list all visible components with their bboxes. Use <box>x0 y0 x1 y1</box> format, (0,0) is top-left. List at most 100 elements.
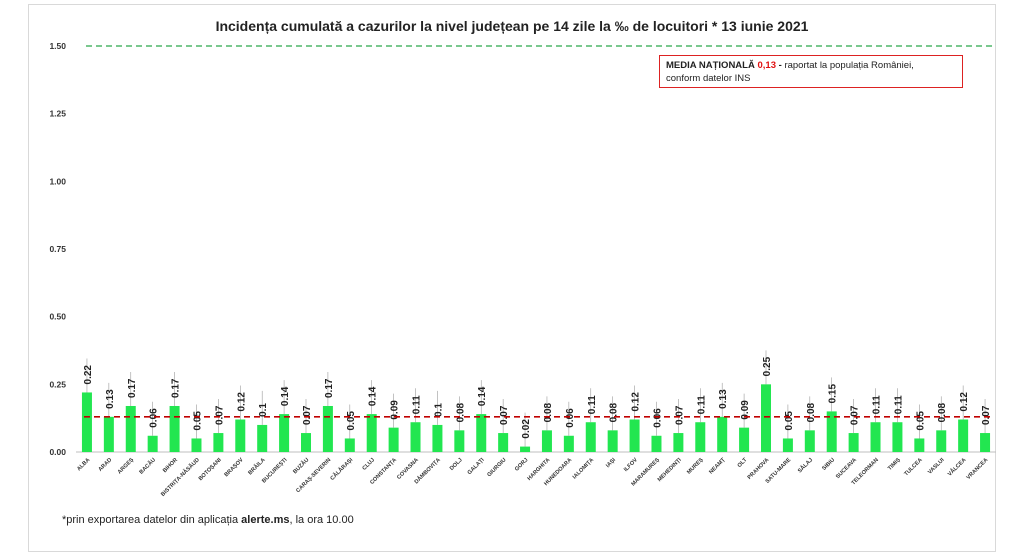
y-tick-label: 1.25 <box>49 109 66 119</box>
x-tick-label: BACĂU <box>138 456 157 475</box>
bar <box>191 438 202 452</box>
x-tick-label: BOTOȘANI <box>198 457 223 482</box>
bar <box>454 430 465 452</box>
data-label: 0.07 <box>850 405 861 425</box>
bar <box>892 422 903 452</box>
data-label: 0.06 <box>149 408 160 428</box>
x-tick-label: ARAD <box>98 457 114 473</box>
data-label: 0.15 <box>828 383 839 403</box>
national-average-note: MEDIA NAȚIONALĂ 0,13 - raportat la popul… <box>659 55 963 88</box>
data-label: 0.1 <box>258 403 269 417</box>
x-tick-label: BRAȘOV <box>224 457 245 478</box>
x-tick-label: SĂLAJ <box>796 456 814 474</box>
bar <box>804 430 815 452</box>
footnote-suffix: , la ora 10.00 <box>289 514 354 526</box>
bar <box>958 419 969 452</box>
note-value: 0,13 <box>757 60 776 71</box>
data-label: 0.11 <box>412 395 423 414</box>
y-tick-label: 1.00 <box>49 176 66 186</box>
data-label: 0.11 <box>696 395 707 414</box>
x-tick-label: CLUJ <box>362 457 377 472</box>
x-tick-label: ARGEȘ <box>117 457 135 475</box>
x-tick-label: BIHOR <box>162 457 179 474</box>
bar <box>717 416 728 452</box>
x-tick-label: VASLUI <box>927 457 946 476</box>
chart-frame <box>28 4 996 552</box>
data-label: 0.25 <box>762 356 773 376</box>
x-tick-label: IALOMIȚA <box>572 457 595 480</box>
bar <box>520 446 531 452</box>
data-label: 0.12 <box>959 392 970 412</box>
x-tick-label: ILFOV <box>623 457 639 473</box>
y-tick-label: 0.00 <box>49 447 66 457</box>
data-label: 0.05 <box>192 411 203 431</box>
data-label: 0.08 <box>806 402 817 422</box>
x-tick-label: TULCEA <box>903 457 923 477</box>
x-tick-label: GIURGIU <box>486 457 507 478</box>
bar <box>476 414 487 452</box>
bar <box>147 435 158 452</box>
data-label: 0.09 <box>390 400 401 420</box>
data-label: 0.05 <box>346 411 357 431</box>
bar <box>629 419 640 452</box>
note-text-line1: raportat la populația României, <box>784 60 914 71</box>
bar <box>739 427 750 452</box>
data-label: 0.11 <box>872 395 883 414</box>
bar <box>936 430 947 452</box>
data-label: 0.22 <box>83 365 94 385</box>
footnote-prefix: *prin exportarea datelor din aplicația <box>62 514 242 526</box>
x-tick-label: GALAȚI <box>467 457 486 476</box>
data-label: 0.08 <box>543 402 554 422</box>
data-label: 0.09 <box>740 400 751 420</box>
bar <box>914 438 925 452</box>
bar <box>563 435 574 452</box>
x-tick-label: MEHEDINȚI <box>657 457 683 483</box>
note-label: MEDIA NAȚIONALĂ <box>666 60 755 71</box>
bar <box>607 430 618 452</box>
note-dash: - <box>775 60 785 71</box>
data-label: 0.05 <box>784 411 795 431</box>
bar <box>541 430 552 452</box>
data-label: 0.17 <box>127 378 138 398</box>
data-label: 0.08 <box>609 402 620 422</box>
x-tick-label: VRANCEA <box>966 457 990 481</box>
bar <box>103 416 114 452</box>
bar <box>761 384 771 452</box>
bar <box>322 405 333 452</box>
bar <box>257 424 268 452</box>
data-label: 0.14 <box>280 386 291 406</box>
data-label: 0.12 <box>236 392 247 412</box>
note-text-line2: conform datelor INS <box>666 73 751 84</box>
data-label: 0.07 <box>981 405 992 425</box>
x-tick-label: OLT <box>737 457 749 469</box>
data-label: 0.05 <box>915 411 926 431</box>
bar <box>870 422 881 452</box>
bar <box>366 414 377 452</box>
x-tick-label: BRĂILA <box>247 456 267 476</box>
y-tick-label: 0.75 <box>49 244 66 254</box>
x-tick-label: GORJ <box>514 457 529 472</box>
y-tick-label: 0.25 <box>49 379 66 389</box>
data-label: 0.11 <box>893 395 904 414</box>
x-tick-label: NEAMȚ <box>708 457 727 476</box>
bar <box>410 422 421 452</box>
data-label: 0.17 <box>171 378 182 398</box>
bar <box>651 435 662 452</box>
x-tick-label: BUZĂU <box>292 456 311 475</box>
bar <box>169 405 180 452</box>
x-tick-label: SIBIU <box>821 457 836 472</box>
bar <box>388 427 399 452</box>
bar <box>81 392 92 452</box>
bar <box>498 433 509 452</box>
data-label: 0.08 <box>455 402 466 422</box>
footnote: *prin exportarea datelor din aplicația a… <box>62 514 354 526</box>
x-tick-label: ALBA <box>76 457 91 472</box>
bar <box>344 438 355 452</box>
y-tick-label: 0.50 <box>49 312 66 322</box>
data-label: 0.13 <box>105 389 116 409</box>
bar <box>213 433 224 452</box>
bar <box>848 433 859 452</box>
bar <box>695 422 706 452</box>
x-tick-label: IAȘI <box>605 457 617 469</box>
